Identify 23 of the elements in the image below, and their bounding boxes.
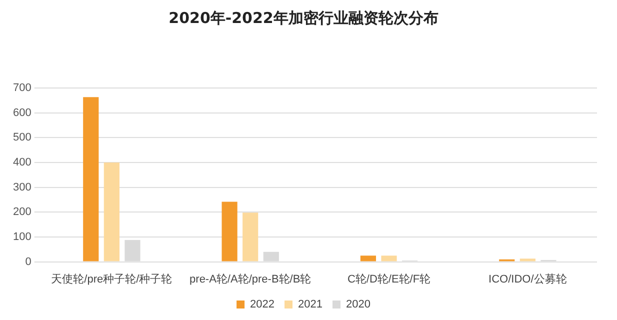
x-tick-label: C轮/D轮/E轮/F轮 bbox=[347, 273, 431, 286]
bar bbox=[242, 212, 258, 262]
y-tick-label: 600 bbox=[12, 106, 32, 119]
bar bbox=[360, 256, 376, 262]
bar bbox=[381, 256, 397, 262]
y-tick-label: 100 bbox=[12, 231, 32, 244]
y-tick-label: 0 bbox=[25, 256, 32, 268]
bar bbox=[83, 97, 99, 262]
bar bbox=[222, 202, 238, 262]
y-tick-label: 500 bbox=[12, 132, 32, 144]
y-tick-label: 300 bbox=[12, 181, 32, 194]
y-tick-label: 700 bbox=[12, 82, 32, 94]
x-tick-label: ICO/IDO/公募轮 bbox=[488, 272, 567, 286]
bar bbox=[520, 258, 536, 262]
x-tick-label: pre-A轮/A轮/pre-B轮/B轮 bbox=[190, 273, 312, 286]
legend-label: 2021 bbox=[298, 298, 322, 311]
legend-label: 2022 bbox=[250, 298, 275, 311]
legend-label: 2020 bbox=[346, 298, 370, 311]
x-tick-label: 天使轮/pre种子轮/种子轮 bbox=[51, 272, 172, 286]
bar bbox=[104, 162, 120, 262]
y-tick-label: 400 bbox=[12, 156, 32, 169]
chart-title: 2020年-2022年加密行业融资轮次分布 bbox=[168, 8, 438, 27]
y-tick-label: 200 bbox=[12, 206, 32, 218]
